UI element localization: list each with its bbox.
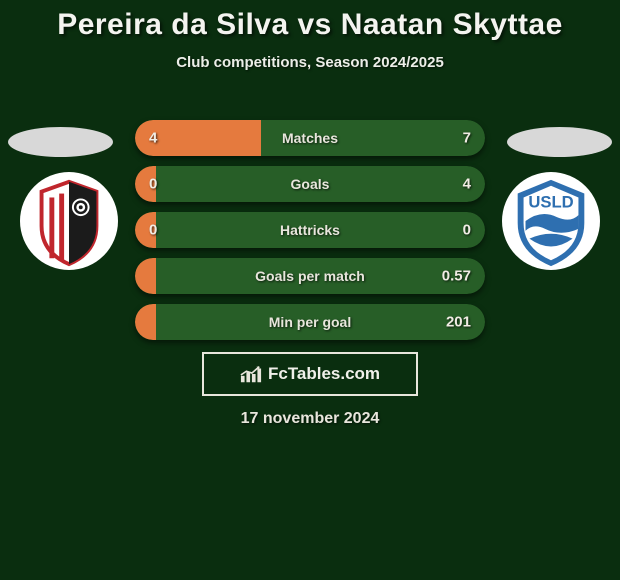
date-text: 17 november 2024 bbox=[241, 410, 380, 428]
stat-right-value: 4 bbox=[463, 176, 471, 193]
stat-label: Goals bbox=[291, 176, 330, 192]
stat-left-value: 0 bbox=[149, 176, 157, 193]
stat-left-value: 0 bbox=[149, 222, 157, 239]
svg-text:USLD: USLD bbox=[528, 192, 573, 211]
subtitle: Club competitions, Season 2024/2025 bbox=[0, 54, 620, 71]
stat-row: 4 Matches 7 bbox=[135, 120, 485, 156]
stat-right-value: 201 bbox=[446, 314, 471, 331]
club-crest-left bbox=[20, 172, 118, 270]
stat-left-value: 4 bbox=[149, 130, 157, 147]
stat-label: Goals per match bbox=[255, 268, 365, 284]
brand-box: FcTables.com bbox=[202, 352, 418, 396]
stat-label: Hattricks bbox=[280, 222, 340, 238]
player-right-shadow bbox=[507, 127, 612, 157]
page-title: Pereira da Silva vs Naatan Skyttae bbox=[0, 0, 620, 42]
stat-row: Min per goal 201 bbox=[135, 304, 485, 340]
chart-icon bbox=[240, 364, 262, 384]
brand-text: FcTables.com bbox=[268, 364, 380, 384]
stat-right-value: 7 bbox=[463, 130, 471, 147]
stat-label: Min per goal bbox=[269, 314, 351, 330]
stat-right-value: 0 bbox=[463, 222, 471, 239]
stat-row: 0 Hattricks 0 bbox=[135, 212, 485, 248]
stat-row: 0 Goals 4 bbox=[135, 166, 485, 202]
stat-row: Goals per match 0.57 bbox=[135, 258, 485, 294]
stat-right-value: 0.57 bbox=[442, 268, 471, 285]
player-left-shadow bbox=[8, 127, 113, 157]
club-crest-right: USLD bbox=[502, 172, 600, 270]
stat-label: Matches bbox=[282, 130, 338, 146]
stats-container: 4 Matches 7 0 Goals 4 0 Hattricks 0 Goal… bbox=[135, 120, 485, 350]
